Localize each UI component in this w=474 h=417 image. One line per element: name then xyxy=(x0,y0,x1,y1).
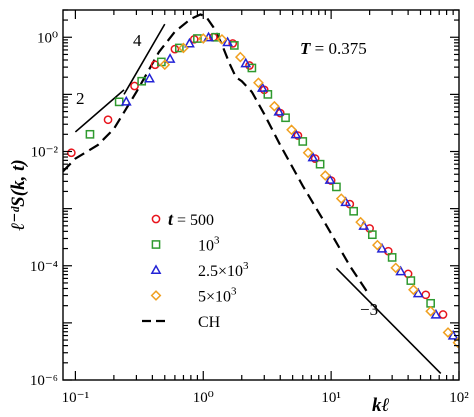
legend-label-superscript: 3 xyxy=(243,260,249,272)
data-point-triangle xyxy=(185,39,193,46)
legend-label-text: 2.5×10 xyxy=(198,263,243,280)
x-tick-label: 10¹ xyxy=(321,390,341,406)
legend-label: 2.5×103 xyxy=(198,260,249,280)
legend-label: 103 xyxy=(198,235,220,255)
data-point-circle xyxy=(104,116,111,123)
temperature-symbol: T xyxy=(300,39,311,58)
slope-label-2: 2 xyxy=(76,89,85,108)
slope-label-4: 4 xyxy=(133,31,142,50)
legend-marker-square xyxy=(152,241,159,248)
axis-tick-labels: 10⁻¹ 10⁰ 10¹ 10² 10⁻⁶ 10⁻⁴ 10⁻² 10⁰ xyxy=(30,30,469,406)
data-point-triangle xyxy=(292,130,300,137)
slope-guide-line xyxy=(124,24,165,94)
slope-guides xyxy=(75,24,440,373)
legend-label: CH xyxy=(198,314,221,331)
data-points-layer xyxy=(68,33,462,347)
x-axis-title: kℓ xyxy=(372,395,390,416)
legend-label-text: 10 xyxy=(198,238,214,255)
legend-label-text: CH xyxy=(198,314,221,331)
plot-frame xyxy=(63,10,459,380)
legend-label: 5×103 xyxy=(198,286,237,306)
temperature-annotation: T = 0.375 xyxy=(300,39,367,58)
legend-marker-diamond xyxy=(152,291,161,300)
y-tick-label: 10⁻² xyxy=(31,145,59,161)
data-point-triangle xyxy=(166,55,174,62)
legend-label: t = 500 xyxy=(168,209,214,229)
slope-guide-line xyxy=(336,268,440,373)
data-point-circle xyxy=(68,149,75,156)
x-tick-label: 10⁻¹ xyxy=(62,390,89,406)
y-tick-label: 10⁻⁶ xyxy=(30,373,58,389)
legend-marker-circle xyxy=(152,215,159,222)
y-tick-label: 10⁻⁴ xyxy=(30,259,58,275)
data-point-circle xyxy=(439,311,446,318)
y-tick-label: 10⁰ xyxy=(37,30,58,46)
x-tick-label: 10² xyxy=(449,390,469,406)
slope-label-minus3: −3 xyxy=(360,300,378,319)
legend-label-text: = 500 xyxy=(173,212,214,229)
legend-marker-triangle xyxy=(152,266,160,273)
data-point-diamond xyxy=(236,53,245,62)
y-axis-title: ℓ⁻ᵈS(k, t) xyxy=(8,159,29,230)
data-point-circle xyxy=(422,291,429,298)
legend-label-superscript: 3 xyxy=(231,286,237,298)
temperature-value: = 0.375 xyxy=(310,39,366,58)
data-point-square xyxy=(333,183,340,190)
data-point-square xyxy=(350,208,357,215)
legend-label-text: 5×10 xyxy=(198,289,231,306)
legend-label-superscript: 3 xyxy=(214,235,220,247)
data-point-circle xyxy=(131,82,138,89)
data-point-square xyxy=(86,131,93,138)
axis-ticks xyxy=(63,10,459,380)
x-tick-label: 10⁰ xyxy=(193,390,214,406)
